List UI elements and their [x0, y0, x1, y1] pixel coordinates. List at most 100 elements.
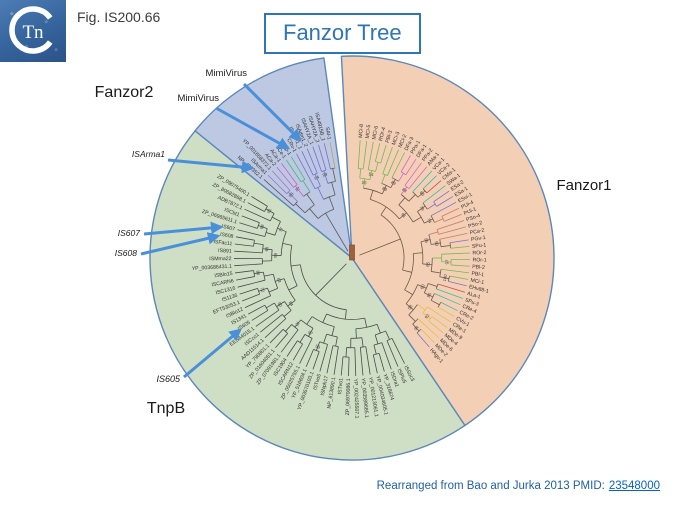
branch [449, 239, 469, 244]
tip-label-PBl-1: PBl-1 [471, 271, 484, 279]
sector-fanzor2 [194, 57, 353, 259]
branch [413, 252, 423, 254]
tip-label-NP_613890.1: NP_613890.1 [327, 377, 338, 409]
clade-arc [428, 234, 432, 245]
branch [237, 279, 266, 288]
branch [306, 193, 315, 206]
branch [440, 245, 451, 248]
callout-arrow-5 [183, 328, 242, 379]
page-title: Fanzor Tree [264, 13, 421, 54]
branch [398, 197, 406, 206]
branch [381, 185, 387, 195]
branch [244, 295, 271, 309]
branch [288, 285, 298, 291]
tip-label-EHv88-1: EHv88-1 [468, 284, 489, 295]
branch [382, 147, 393, 174]
branch [276, 166, 294, 188]
branch [422, 312, 431, 320]
branch [312, 146, 322, 172]
sector-label-tnpb: TnpB [147, 400, 185, 417]
branch [422, 185, 446, 204]
branch [268, 288, 278, 293]
tip-label-SPu-1: SPu-1 [472, 242, 487, 249]
tip-label-ALa-1: ALa-1 [466, 291, 481, 301]
branch [251, 196, 268, 207]
figure-label: Fig. IS200.66 [77, 9, 161, 25]
tn-registry-logo: Tn [0, 0, 66, 62]
tip-label-ISBlo15: ISBlo15 [214, 271, 233, 279]
branch [241, 215, 260, 223]
callout-arrow-4 [140, 232, 221, 256]
clade-arc [433, 201, 438, 207]
branch [400, 186, 408, 195]
branch [258, 287, 268, 292]
branch [266, 302, 275, 309]
branch [329, 141, 336, 169]
callout-arrow-2 [167, 158, 255, 174]
branch [404, 162, 422, 186]
branch [398, 173, 404, 182]
branch [335, 336, 338, 347]
tip-label-ROr-2: ROr-2 [472, 250, 486, 257]
tip-label-IS891: IS891 [218, 248, 232, 255]
tip-label-ISTvo5: ISTvo5 [312, 373, 322, 391]
branch [369, 170, 373, 180]
branch [264, 273, 274, 277]
branch [309, 208, 319, 219]
branch [291, 264, 301, 267]
tip-label-PCa-2: PCa-2 [469, 227, 485, 236]
root-branch [325, 213, 349, 252]
branch [255, 309, 280, 327]
pmid-link[interactable]: 23548000 [608, 480, 660, 492]
branch [375, 162, 379, 172]
branch [305, 349, 314, 367]
branch [286, 340, 298, 357]
clade-arc [263, 272, 266, 281]
branch [431, 271, 441, 274]
branch [433, 190, 450, 203]
branch [345, 347, 347, 357]
branch [448, 281, 467, 287]
branch [236, 276, 255, 281]
callout-label-mimivirus: MimiVirus [205, 68, 247, 79]
clade-arc [272, 274, 279, 289]
branch [440, 301, 458, 312]
tip-label-YP_003686431.1: YP_003686431.1 [192, 264, 233, 273]
branch [391, 338, 405, 364]
branch [400, 155, 411, 173]
branch [367, 141, 374, 170]
tip-label-YP_003589685.1: YP_003589685.1 [360, 378, 370, 419]
branch [287, 300, 296, 307]
tip-label-ZP_06970086.1: ZP_06970086.1 [345, 378, 352, 415]
branch [428, 320, 444, 334]
branch [271, 216, 281, 222]
branch [381, 174, 386, 184]
branch [376, 324, 381, 334]
clade-arc [291, 324, 299, 331]
tip-label-MCi-5: MCi-5 [365, 124, 373, 139]
tip-label-DFa-3: DFa-3 [404, 136, 416, 152]
branch [372, 354, 378, 374]
branch [426, 180, 442, 194]
branch [269, 329, 284, 344]
branch [308, 328, 314, 337]
branch [428, 231, 438, 236]
branch [333, 346, 339, 375]
logo-text: Tn [22, 22, 44, 43]
branch [417, 205, 426, 212]
tree-fanzor1: 949258956010097859396747966889183899455H… [357, 124, 489, 365]
branch [408, 194, 416, 202]
branch [362, 178, 366, 189]
branch [412, 323, 420, 332]
tip-label-ROr-4: ROr-4 [378, 126, 387, 141]
logo-c-icon [9, 6, 53, 54]
branch [340, 356, 344, 376]
branch [402, 269, 412, 273]
branch [422, 175, 437, 190]
branch [262, 248, 273, 251]
tip-label-MCi-8: MCi-8 [358, 124, 365, 138]
tip-label-YP_002425507.1: YP_002425507.1 [352, 378, 359, 418]
branch [318, 144, 327, 171]
